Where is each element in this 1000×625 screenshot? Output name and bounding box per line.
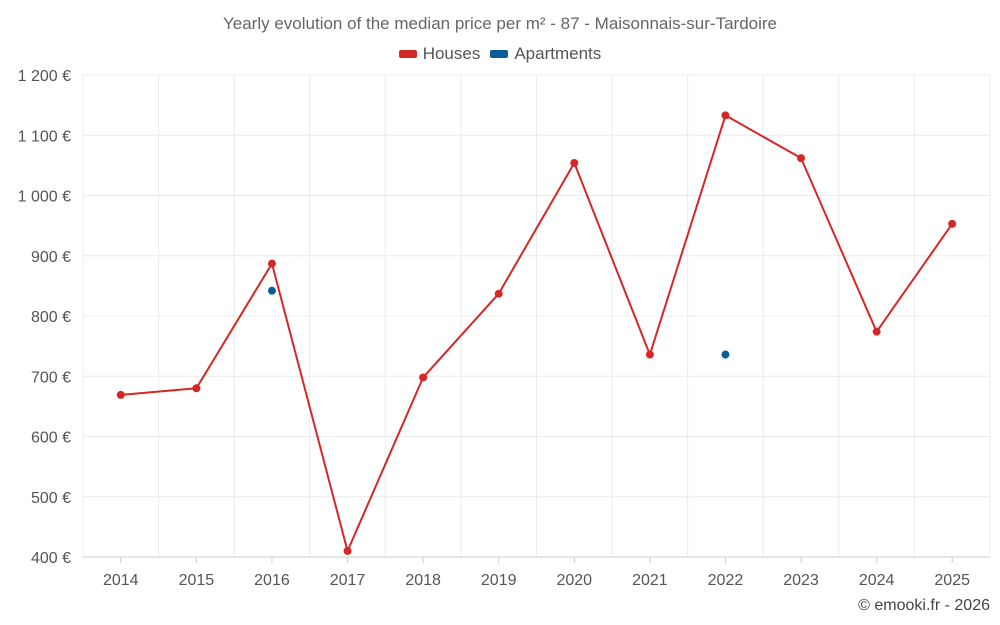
y-tick-label: 900 € — [31, 249, 71, 266]
x-tick-label: 2025 — [934, 572, 970, 589]
y-tick-label: 1 000 € — [18, 189, 71, 206]
x-tick-label: 2015 — [179, 572, 215, 589]
data-point-houses — [343, 546, 352, 555]
chart-title: Yearly evolution of the median price per… — [222, 14, 777, 33]
y-tick-label: 700 € — [31, 369, 71, 386]
legend-swatch-apartments — [490, 50, 509, 58]
x-tick-label: 2014 — [103, 572, 139, 589]
x-tick-label: 2020 — [556, 572, 592, 589]
data-point-apartments — [267, 286, 276, 295]
x-tick-label: 2024 — [859, 572, 895, 589]
legend-item-houses[interactable]: Houses — [398, 44, 481, 64]
y-tick-label: 1 100 € — [18, 128, 71, 145]
data-point-houses — [645, 350, 654, 359]
data-point-houses — [116, 390, 125, 399]
legend-swatch-houses — [398, 50, 417, 58]
data-point-apartments — [721, 350, 730, 359]
legend-label-houses: Houses — [422, 44, 481, 63]
y-tick-label: 1 200 € — [18, 68, 71, 85]
x-tick-label: 2022 — [708, 572, 744, 589]
data-point-houses — [570, 158, 579, 167]
data-point-houses — [267, 259, 276, 268]
y-tick-label: 400 € — [31, 550, 71, 567]
data-point-houses — [721, 111, 730, 120]
data-point-houses — [192, 384, 201, 393]
x-tick-label: 2023 — [783, 572, 819, 589]
y-tick-label: 800 € — [31, 309, 71, 326]
data-point-houses — [797, 154, 806, 163]
x-tick-label: 2019 — [481, 572, 517, 589]
chart-legend: Houses Apartments — [0, 44, 1000, 64]
x-tick-label: 2016 — [254, 572, 290, 589]
credit-text: © emooki.fr - 2026 — [858, 597, 990, 614]
legend-label-apartments: Apartments — [514, 44, 602, 63]
x-tick-label: 2018 — [405, 572, 441, 589]
y-tick-label: 500 € — [31, 490, 71, 507]
data-point-houses — [494, 289, 503, 298]
x-tick-label: 2017 — [330, 572, 366, 589]
data-point-houses — [419, 373, 428, 382]
data-point-houses — [872, 327, 881, 336]
x-tick-label: 2021 — [632, 572, 668, 589]
legend-item-apartments[interactable]: Apartments — [490, 44, 601, 64]
data-point-houses — [948, 219, 957, 228]
series-line-houses — [120, 114, 954, 552]
y-tick-label: 600 € — [31, 430, 71, 447]
